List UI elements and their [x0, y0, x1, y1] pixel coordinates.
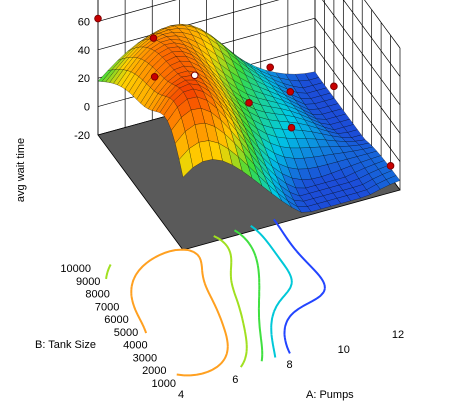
x-tick-label: 10	[338, 344, 350, 356]
response-surface	[97, 23, 401, 213]
y-tick-label: 3000	[133, 352, 157, 364]
y-tick-label: 6000	[104, 314, 128, 326]
y-tick-label: 4000	[123, 340, 147, 352]
side-wall-gridline	[364, 0, 401, 49]
x-tick-label: 8	[286, 359, 292, 371]
side-wall-gridline	[343, 0, 401, 77]
contour-line	[273, 218, 326, 354]
z-tick-label: -20	[74, 130, 90, 142]
design-point	[287, 123, 296, 132]
x-tick-label: 12	[392, 329, 404, 341]
z-tick-label: 60	[78, 16, 90, 28]
z-tick-label: 40	[78, 45, 90, 57]
surface-patch	[178, 148, 194, 178]
design-point	[190, 71, 199, 80]
y-tick-label: 8000	[85, 289, 109, 301]
contour-line	[105, 235, 248, 368]
contour-line	[250, 224, 293, 358]
y-tick-label: 10000	[60, 263, 91, 275]
y-tick-label: 2000	[142, 365, 166, 377]
floor-contours	[105, 218, 326, 377]
side-wall-gridline	[314, 46, 401, 162]
design-point	[94, 14, 102, 23]
design-point	[386, 162, 395, 170]
y-axis-label: B: Tank Size	[35, 339, 96, 351]
x-axis-label: A: Pumps	[306, 389, 354, 401]
design-point	[330, 82, 338, 91]
back-wall-gridline	[97, 0, 177, 22]
side-wall-gridline	[322, 0, 401, 106]
contour-line	[233, 229, 264, 362]
y-tick-label: 5000	[114, 327, 138, 339]
z-tick-label: 20	[78, 73, 90, 85]
contour-line	[130, 248, 229, 377]
y-tick-label: 1000	[152, 378, 176, 390]
design-points	[94, 14, 395, 170]
design-point	[245, 99, 253, 107]
design-point	[150, 72, 159, 81]
y-tick-label: 9000	[76, 276, 100, 288]
z-axis-label: avg wait time	[15, 138, 27, 202]
design-point	[286, 88, 295, 96]
y-tick-label: 7000	[95, 301, 119, 313]
design-point	[266, 63, 274, 72]
design-point	[149, 34, 158, 42]
z-tick-label: 0	[84, 102, 90, 114]
x-tick-label: 6	[232, 374, 238, 386]
x-tick-label: 4	[178, 389, 184, 401]
side-wall-gridline	[314, 17, 401, 134]
tick-labels: -200204060804681012100020003000400050006…	[60, 16, 404, 401]
